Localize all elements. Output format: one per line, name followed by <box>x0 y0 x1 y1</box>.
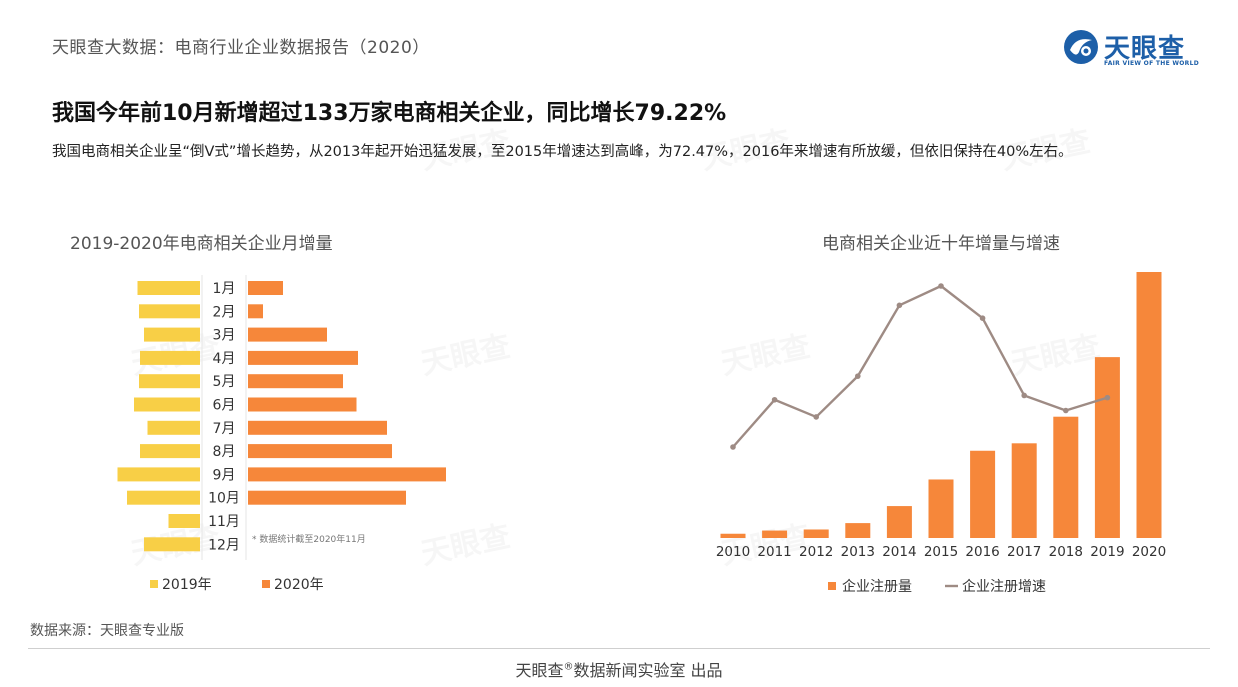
description: 我国电商相关企业呈“倒V式”增长趋势，从2013年起开始迅猛发展，至2015年增… <box>52 144 1073 160</box>
footer-divider <box>28 648 1210 649</box>
bar-2020-8月 <box>248 444 392 459</box>
bar-2014 <box>886 506 912 538</box>
bar-2019-10月 <box>127 490 200 505</box>
bar-2018 <box>1053 416 1079 538</box>
year-label: 2010 <box>716 544 750 560</box>
chart-note: * 数据统计截至2020年11月 <box>252 533 366 545</box>
bar-2012 <box>803 529 829 538</box>
footer-prefix: 天眼查 <box>515 661 564 680</box>
logo-text: 天眼查 <box>1104 34 1186 64</box>
year-label: 2019 <box>1090 544 1124 560</box>
bar-2020-10月 <box>248 490 406 505</box>
footer-credit: 天眼查®数据新闻实验室 出品 <box>0 657 1238 681</box>
year-label: 2018 <box>1049 544 1083 560</box>
bar-2015 <box>928 479 954 538</box>
growth-line <box>732 284 1108 448</box>
legend-swatch-2020 <box>262 580 270 588</box>
bar-2019-6月 <box>134 397 200 412</box>
right-chart-title: 电商相关企业近十年增量与增速 <box>822 234 1060 254</box>
growth-point-2015 <box>938 283 944 289</box>
logo-subtitle: FAIR VIEW OF THE WORLD <box>1104 60 1200 67</box>
growth-point-2013 <box>855 373 861 379</box>
year-label: 2012 <box>799 544 833 560</box>
legend-label-growth: 企业注册增速 <box>962 578 1046 595</box>
bar-2019-12月 <box>144 537 200 552</box>
month-label: 10月 <box>208 491 240 507</box>
growth-point-2017 <box>1021 392 1027 399</box>
bar-2020-1月 <box>248 281 283 295</box>
bar-2020-9月 <box>248 467 446 482</box>
month-label: 12月 <box>208 537 240 553</box>
footer-suffix: 数据新闻实验室 出品 <box>573 661 723 680</box>
legend-label-2019: 2019年 <box>162 577 212 593</box>
data-source: 数据来源：天眼查专业版 <box>30 623 184 639</box>
bar-2017 <box>1011 443 1037 538</box>
month-label: 1月 <box>213 281 236 297</box>
report-title: 天眼查大数据：电商行业企业数据报告（2020） <box>52 38 430 58</box>
month-label: 9月 <box>213 467 236 483</box>
year-label: 2011 <box>757 544 791 560</box>
month-label: 3月 <box>213 328 236 344</box>
left-chart-title: 2019-2020年电商相关企业月增量 <box>70 234 333 254</box>
year-label: 2020 <box>1132 544 1166 560</box>
bar-2020-4月 <box>248 350 358 365</box>
year-label: 2015 <box>924 544 958 560</box>
month-label: 2月 <box>213 304 236 320</box>
growth-point-2011 <box>771 396 778 403</box>
month-label: 8月 <box>213 444 236 460</box>
bar-2013 <box>845 523 871 538</box>
growth-point-2018 <box>1063 407 1069 414</box>
bar-2020-6月 <box>248 397 357 412</box>
bar-2019-11月 <box>168 514 200 528</box>
growth-point-2012 <box>813 414 819 420</box>
bar-2019-2月 <box>139 304 200 319</box>
legend-label-2020: 2020年 <box>274 577 324 593</box>
growth-point-2019 <box>1104 394 1111 401</box>
bar-2019-5月 <box>139 374 200 389</box>
bar-2020 <box>1136 272 1162 538</box>
growth-point-2014 <box>896 302 903 309</box>
bar-2019-4月 <box>140 350 200 365</box>
bar-2019-7月 <box>147 420 200 435</box>
registered-mark: ® <box>563 661 574 673</box>
month-label: 5月 <box>213 374 236 390</box>
headline: 我国今年前10月新增超过133万家电商相关企业，同比增长79.22% <box>52 101 727 126</box>
growth-point-2010 <box>730 444 736 450</box>
bar-2020-3月 <box>248 327 327 342</box>
month-label: 4月 <box>213 351 236 367</box>
legend-swatch-registrations <box>828 582 836 590</box>
year-label: 2014 <box>882 544 916 560</box>
bar-2019-8月 <box>140 444 200 459</box>
bar-2020-7月 <box>248 420 387 435</box>
legend-label-registrations: 企业注册量 <box>842 578 912 595</box>
year-label: 2016 <box>965 544 999 560</box>
bar-2019-1月 <box>137 281 200 295</box>
bar-2019 <box>1094 357 1120 538</box>
growth-point-2016 <box>979 315 986 322</box>
bar-2020-2月 <box>248 304 263 319</box>
logo-mark-icon <box>1064 30 1098 64</box>
month-label: 6月 <box>213 398 236 414</box>
bar-2011 <box>762 530 788 538</box>
bar-2020-5月 <box>248 374 343 389</box>
tianyancha-logo: 天眼查 FAIR VIEW OF THE WORLD <box>1062 28 1202 70</box>
month-label: 7月 <box>213 421 236 437</box>
month-label: 11月 <box>208 514 240 530</box>
legend-swatch-2019 <box>150 580 158 588</box>
bar-2010 <box>720 533 746 538</box>
year-label: 2017 <box>1007 544 1041 560</box>
bar-2019-3月 <box>144 327 200 342</box>
bar-2019-9月 <box>117 467 200 482</box>
bar-2016 <box>970 450 996 538</box>
year-label: 2013 <box>841 544 875 560</box>
